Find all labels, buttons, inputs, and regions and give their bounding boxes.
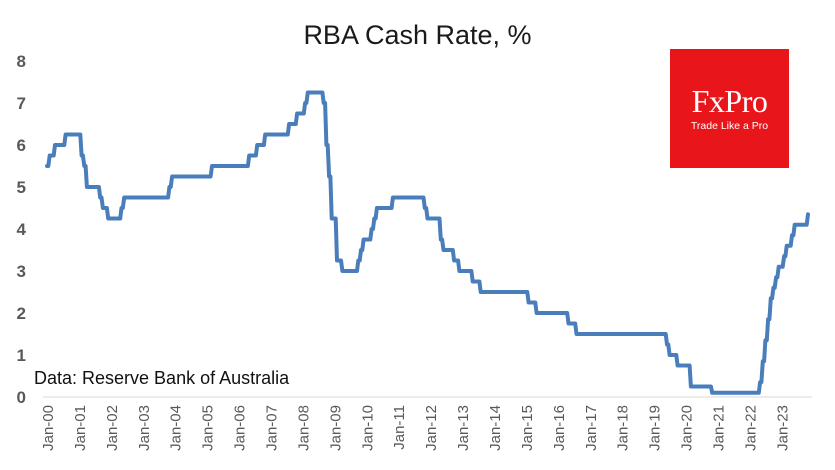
x-axis: Jan-00 Jan-01 Jan-02 Jan-03 Jan-04 Jan-05 Jan-… bbox=[40, 396, 812, 451]
y-tick-label: 7 bbox=[17, 94, 26, 113]
series-group bbox=[45, 90, 810, 395]
x-tick-label: Jan-21 bbox=[711, 405, 728, 451]
x-tick-label: Jan-11 bbox=[391, 405, 408, 450]
x-tick-label: Jan-16 bbox=[551, 405, 568, 451]
x-tick-label: Jan-17 bbox=[583, 405, 600, 451]
y-axis: 0 1 2 3 4 5 6 7 8 bbox=[17, 52, 27, 407]
x-tick-label: Jan-05 bbox=[200, 405, 217, 451]
x-tick-label: Jan-23 bbox=[774, 405, 791, 451]
x-tick-label: Jan-14 bbox=[487, 405, 504, 451]
x-tick-label: Jan-02 bbox=[104, 405, 121, 451]
y-tick-label: 2 bbox=[17, 304, 26, 323]
x-tick-label: Jan-19 bbox=[647, 405, 664, 451]
fxpro-logo: FxPro Trade Like a Pro bbox=[670, 49, 789, 168]
x-tick-label: Jan-20 bbox=[679, 405, 696, 451]
y-tick-label: 0 bbox=[17, 388, 26, 407]
y-tick-label: 3 bbox=[17, 262, 26, 281]
x-tick-label: Jan-15 bbox=[519, 405, 536, 451]
chart-title: RBA Cash Rate, % bbox=[303, 20, 532, 50]
y-tick-label: 6 bbox=[17, 136, 26, 155]
logo-tagline: Trade Like a Pro bbox=[690, 120, 769, 132]
x-tick-label: Jan-18 bbox=[615, 405, 632, 451]
source-annotation: Data: Reserve Bank of Australia bbox=[34, 368, 290, 388]
x-tick-label: Jan-09 bbox=[327, 405, 344, 451]
y-tick-label: 1 bbox=[17, 346, 26, 365]
x-tick-label: Jan-06 bbox=[232, 405, 249, 451]
y-tick-label: 5 bbox=[17, 178, 26, 197]
y-tick-label: 8 bbox=[17, 52, 26, 71]
x-tick-label: Jan-03 bbox=[136, 405, 153, 451]
x-tick-label: Jan-13 bbox=[455, 405, 472, 451]
x-tick-label: Jan-00 bbox=[40, 405, 57, 451]
logo-name: FxPro bbox=[691, 83, 768, 119]
x-tick-label: Jan-22 bbox=[743, 405, 760, 451]
x-tick-label: Jan-10 bbox=[359, 405, 376, 451]
x-tick-label: Jan-04 bbox=[168, 405, 185, 451]
x-tick-label: Jan-12 bbox=[423, 405, 440, 451]
x-tick-label: Jan-08 bbox=[295, 405, 312, 451]
x-tick-label: Jan-07 bbox=[264, 405, 281, 451]
x-tick-label: Jan-01 bbox=[72, 405, 89, 451]
y-tick-label: 4 bbox=[17, 220, 27, 239]
